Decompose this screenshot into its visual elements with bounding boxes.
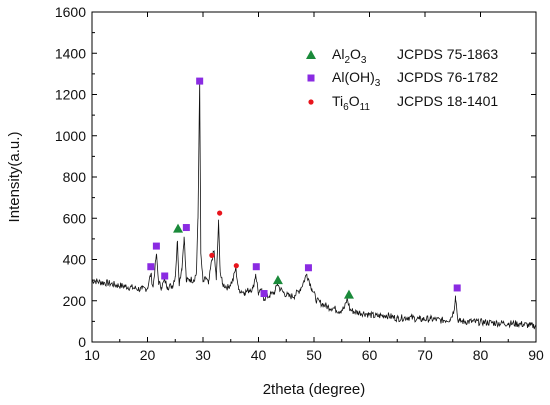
x-tick-label: 30 [195, 347, 211, 363]
legend-marker-circle [308, 99, 314, 105]
phase-marker-square [182, 224, 190, 232]
phase-marker-triangle [173, 223, 184, 233]
y-tick-label: 1200 [55, 87, 86, 103]
legend-marker-square [307, 74, 315, 82]
legend-ref: JCPDS 18-1401 [397, 93, 498, 109]
legend-marker-triangle [306, 50, 316, 59]
phase-marker-square [453, 284, 461, 292]
y-tick-label: 1000 [55, 128, 86, 144]
y-tick-label: 800 [63, 169, 87, 185]
phase-marker-square [152, 242, 160, 250]
y-axis-title: Intensity(a.u.) [6, 132, 23, 223]
legend-label: Al(OH)3 [332, 69, 381, 89]
y-tick-label: 1600 [55, 4, 86, 20]
phase-marker-triangle [343, 289, 354, 299]
x-tick-label: 70 [417, 347, 433, 363]
phase-marker-square [161, 272, 169, 280]
x-tick-label: 10 [84, 347, 100, 363]
phase-marker-square [196, 77, 204, 85]
x-axis-title: 2theta (degree) [263, 381, 366, 398]
legend-ref: JCPDS 75-1863 [397, 46, 498, 62]
phase-marker-circle [209, 252, 215, 258]
x-tick-label: 80 [473, 347, 489, 363]
axes: 10 20 30 40 50 60 70 80 90 0 200 400 600 800 1000 1200 1… [55, 4, 544, 363]
phase-markers [147, 77, 461, 299]
x-tick-label: 50 [306, 347, 322, 363]
y-tick-label: 400 [63, 252, 87, 268]
phase-marker-triangle [272, 275, 283, 285]
phase-marker-square [304, 264, 312, 272]
xrd-pattern [91, 81, 537, 330]
phase-marker-circle [233, 263, 239, 269]
y-tick-label: 0 [78, 334, 86, 350]
legend: Al2O3 JCPDS 75-1863 Al(OH)3 JCPDS 76-1782 Ti… [306, 46, 498, 113]
phase-marker-square [252, 263, 260, 271]
x-tick-label: 20 [140, 347, 156, 363]
x-tick-label: 60 [362, 347, 378, 363]
y-tick-label: 200 [63, 293, 87, 309]
legend-ref: JCPDS 76-1782 [397, 69, 498, 85]
legend-label: Al2O3 [332, 46, 367, 66]
x-tick-label: 90 [528, 347, 544, 363]
phase-marker-square [147, 263, 155, 271]
x-tick-label: 40 [251, 347, 267, 363]
y-tick-label: 600 [63, 210, 87, 226]
pattern-line [91, 81, 537, 330]
legend-label: Ti6O11 [332, 93, 370, 113]
phase-marker-circle [217, 210, 223, 216]
y-tick-label: 1400 [55, 45, 86, 61]
phase-marker-square [260, 290, 268, 298]
